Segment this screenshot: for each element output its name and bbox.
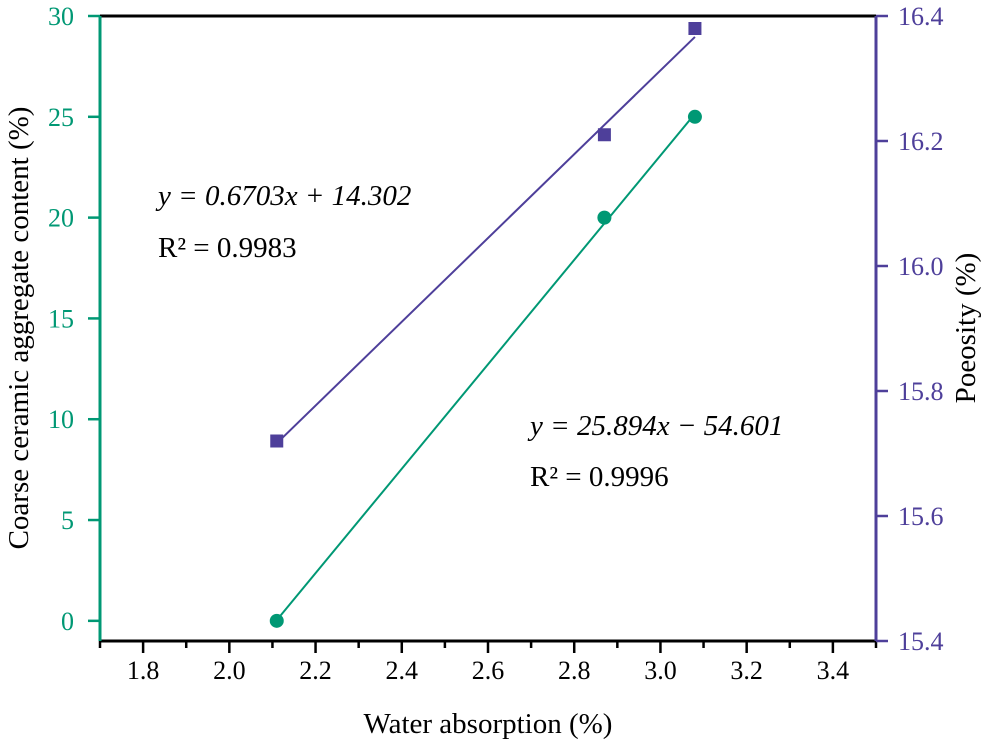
y-left-tick-label: 25	[48, 103, 74, 132]
x-tick-label: 2.6	[472, 656, 505, 685]
y-left-axis-label: Coarse ceramic aggregate content (%)	[3, 107, 35, 550]
y-left-tick-label: 10	[48, 405, 74, 434]
fit-line-porosity	[276, 36, 696, 445]
y-right-tick-label: 15.6	[898, 502, 944, 531]
y-right-tick-label: 16.2	[898, 127, 944, 156]
y-right-tick-label: 15.8	[898, 377, 944, 406]
y-right-tick-label: 16.4	[898, 2, 944, 31]
data-point-circle	[597, 210, 612, 225]
x-tick-label: 1.8	[127, 656, 160, 685]
data-point-square	[597, 128, 611, 142]
fit-line-aggregate	[275, 113, 696, 621]
y-left-tick-label: 5	[61, 506, 74, 535]
purple-fit-r2: R² = 0.9983	[158, 232, 297, 264]
y-left-tick-label: 15	[48, 304, 74, 333]
x-tick-label: 2.4	[386, 656, 419, 685]
x-tick-label: 2.8	[558, 656, 591, 685]
y-left-tick-label: 0	[61, 607, 74, 636]
y-left-tick-label: 30	[48, 2, 74, 31]
x-tick-label: 3.4	[817, 656, 850, 685]
x-tick-label: 3.2	[730, 656, 763, 685]
green-fit-r2: R² = 0.9996	[530, 461, 669, 493]
data-point-square	[270, 434, 284, 448]
y-left-tick-label: 20	[48, 204, 74, 233]
x-axis-label: Water absorption (%)	[364, 708, 613, 740]
y-right-axis-label: Poeosity (%)	[950, 253, 982, 404]
purple-fit-equation: y = 0.6703x + 14.302	[155, 180, 411, 212]
data-point-circle	[269, 613, 284, 628]
data-point-square	[688, 22, 702, 35]
data-point-circle	[687, 109, 702, 124]
x-tick-label: 2.2	[299, 656, 332, 685]
x-tick-label: 2.0	[213, 656, 246, 685]
y-right-tick-label: 15.4	[898, 627, 944, 656]
y-right-tick-label: 16.0	[898, 252, 944, 281]
green-fit-equation: y = 25.894x − 54.601	[527, 410, 783, 442]
x-tick-label: 3.0	[644, 656, 677, 685]
